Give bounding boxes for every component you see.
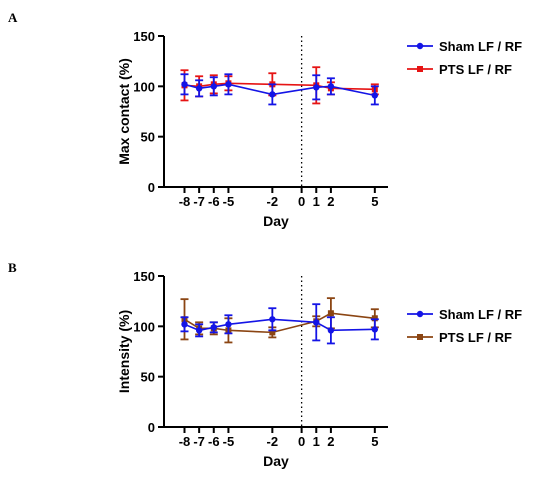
data-point [327, 310, 334, 317]
data-point [371, 92, 379, 99]
y-axis-title: Max contact (%) [116, 58, 132, 165]
x-tick-label: -8 [179, 194, 191, 209]
legend: Sham LF / RF PTS LF / RF [407, 39, 522, 77]
x-tick-label: -7 [193, 194, 205, 209]
x-tick-label: -7 [193, 434, 205, 449]
data-point [225, 321, 232, 328]
data-point [371, 326, 379, 333]
x-tick-label: -2 [267, 434, 279, 449]
x-tick-label: 5 [371, 194, 378, 209]
x-axis-title: Day [263, 453, 289, 469]
legend-marker [416, 42, 424, 50]
x-tick-label: 1 [313, 194, 320, 209]
x-tick-label: -6 [208, 194, 220, 209]
x-tick-label: 5 [371, 434, 378, 449]
data-point [210, 83, 217, 90]
data-point [313, 84, 320, 91]
data-point [210, 324, 217, 331]
data-point [181, 321, 188, 328]
x-axis-title: Day [263, 213, 289, 229]
legend-marker [417, 66, 423, 72]
legend-label: PTS LF / RF [439, 62, 512, 77]
legend: Sham LF / RF PTS LF / RF [407, 307, 522, 345]
x-tick-label: 0 [298, 434, 305, 449]
panel-label: B [8, 260, 17, 275]
data-point [313, 319, 320, 326]
x-tick-label: -2 [267, 194, 279, 209]
data-point [195, 327, 203, 334]
data-point [371, 315, 378, 322]
y-tick-label: 50 [141, 370, 155, 385]
x-tick-label: 1 [313, 434, 320, 449]
series-1 [180, 73, 379, 106]
data-point [327, 83, 335, 90]
legend-marker [416, 310, 424, 318]
y-tick-label: 100 [133, 79, 155, 94]
panel-label: A [8, 10, 18, 25]
x-tick-label: -5 [223, 434, 235, 449]
data-point [195, 85, 203, 92]
y-axis-title: Intensity (%) [116, 310, 132, 393]
y-tick-label: 150 [133, 269, 155, 284]
legend-label: PTS LF / RF [439, 330, 512, 345]
y-tick-label: 0 [148, 420, 155, 435]
x-tick-label: -5 [223, 194, 235, 209]
legend-marker [417, 334, 423, 340]
legend-label: Sham LF / RF [439, 39, 522, 54]
data-point [269, 316, 276, 323]
data-point [327, 327, 335, 334]
data-point [225, 81, 232, 88]
x-tick-label: 2 [327, 434, 334, 449]
x-tick-label: 0 [298, 194, 305, 209]
y-tick-label: 100 [133, 319, 155, 334]
x-tick-label: 2 [327, 194, 334, 209]
x-tick-label: -6 [208, 434, 220, 449]
y-tick-label: 50 [141, 130, 155, 145]
data-point [269, 329, 276, 336]
series-1 [180, 303, 379, 345]
y-tick-label: 0 [148, 180, 155, 195]
data-point [269, 91, 276, 98]
series-2 [180, 66, 379, 105]
legend-label: Sham LF / RF [439, 307, 522, 322]
y-tick-label: 150 [133, 29, 155, 44]
x-tick-label: -8 [179, 434, 191, 449]
data-point [181, 81, 188, 88]
